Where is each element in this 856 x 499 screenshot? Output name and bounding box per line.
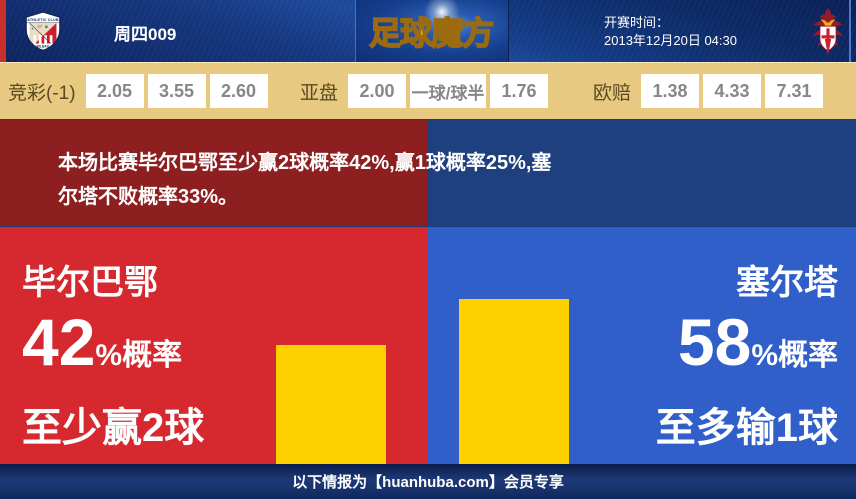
svg-text:ATHLETIC CLUB: ATHLETIC CLUB [27, 18, 59, 22]
